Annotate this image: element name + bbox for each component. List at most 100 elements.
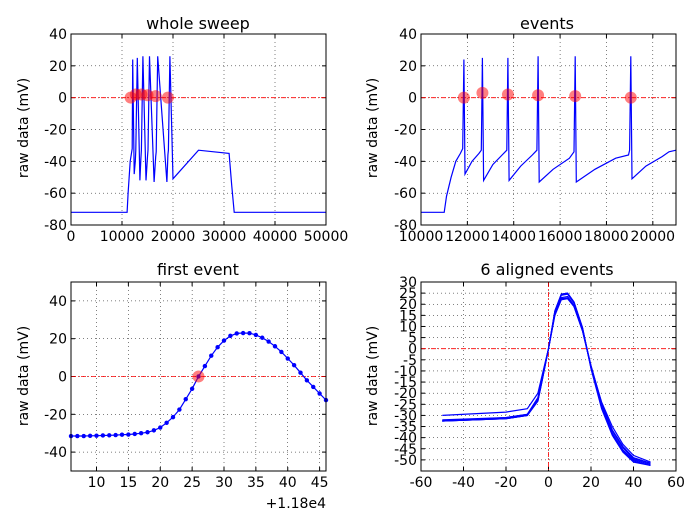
y-tick-label: -80 xyxy=(394,218,417,234)
x-tick-label: 18000 xyxy=(584,229,629,245)
y-tick-label: -20 xyxy=(394,123,417,139)
data-point xyxy=(209,353,214,358)
data-point xyxy=(107,433,112,438)
panel-title: first event xyxy=(157,260,239,279)
x-tick-label: 20000 xyxy=(151,229,196,245)
y-tick-label: 25 xyxy=(399,286,417,302)
data-point xyxy=(113,432,118,438)
event-marker xyxy=(457,91,470,104)
data-point xyxy=(75,433,80,439)
data-point xyxy=(240,330,246,336)
y-tick-label: 20 xyxy=(399,297,417,313)
y-tick-label: -30 xyxy=(394,408,417,424)
y-tick-label: -40 xyxy=(44,154,67,170)
x-tick-label: 40000 xyxy=(253,229,298,245)
data-point xyxy=(94,433,99,438)
data-point xyxy=(145,430,150,435)
y-tick-label: 40 xyxy=(49,294,67,310)
y-tick-label: -45 xyxy=(394,442,417,458)
y-tick-label: 0 xyxy=(408,91,417,107)
y-tick-label: -35 xyxy=(394,420,417,436)
x-tick-label: 10000 xyxy=(100,229,145,245)
y-tick-label: -60 xyxy=(44,186,67,202)
event-marker xyxy=(501,88,514,101)
x-tick-label: -40 xyxy=(452,475,475,491)
y-tick-label: -80 xyxy=(44,218,67,234)
event-marker xyxy=(569,90,582,103)
x-tick-label: 10000 xyxy=(399,229,444,245)
y-axis-label: raw data (mV) xyxy=(16,78,32,178)
data-point xyxy=(298,370,303,375)
data-point xyxy=(100,433,106,438)
data-point xyxy=(304,378,310,383)
data-point xyxy=(170,414,176,420)
data-point xyxy=(260,335,265,340)
x-tick-label: -60 xyxy=(410,475,433,491)
data-point xyxy=(164,420,169,426)
y-tick-label: -20 xyxy=(394,386,417,402)
y-axis-label: raw data (mV) xyxy=(365,326,381,426)
data-point xyxy=(266,339,271,344)
y-tick-label: -20 xyxy=(44,407,67,423)
data-point xyxy=(189,386,195,391)
panel-title: events xyxy=(520,14,574,33)
plot-layer: 0 10000 20000 30000 40000 50000 -80 -60 -40 -20 0 2… xyxy=(44,27,348,245)
series-line xyxy=(421,56,677,213)
x-tick-label: 10 xyxy=(88,475,106,491)
x-tick-label: 25 xyxy=(183,475,201,491)
x-tick-label: 40 xyxy=(279,475,297,491)
y-tick-label: 15 xyxy=(399,308,417,324)
y-tick-label: 20 xyxy=(49,332,67,348)
data-point xyxy=(279,349,284,355)
y-tick-label: -40 xyxy=(394,154,417,170)
data-point xyxy=(202,363,208,369)
data-point xyxy=(221,338,227,343)
plot-frame xyxy=(420,33,677,226)
x-tick-label: 16000 xyxy=(538,229,583,245)
data-point xyxy=(81,433,86,439)
panel-whole-sweep: whole sweep raw data (mV) 0 10000 20000 300… xyxy=(16,14,348,245)
data-point xyxy=(132,431,137,437)
x-tick-label: 0 xyxy=(67,229,76,245)
data-point xyxy=(253,332,259,338)
y-axis-label: raw data (mV) xyxy=(365,78,381,178)
data-point xyxy=(119,432,125,437)
data-point xyxy=(215,345,220,350)
x-tick-label: 20000 xyxy=(631,229,676,245)
data-point xyxy=(285,356,290,361)
event-marker xyxy=(476,86,489,99)
y-tick-label: -40 xyxy=(44,445,67,461)
x-tick-label: 30000 xyxy=(202,229,247,245)
panel-title: whole sweep xyxy=(146,14,250,33)
y-tick-label: -5 xyxy=(403,353,417,369)
series-line xyxy=(71,56,326,213)
series-line xyxy=(71,332,327,437)
panel-title: 6 aligned events xyxy=(480,260,613,279)
data-point xyxy=(317,391,322,396)
data-point xyxy=(183,396,188,402)
y-tick-label: -20 xyxy=(44,123,67,139)
x-tick-label: 12000 xyxy=(445,229,490,245)
panel-events: events raw data (mV) 10000 12000 14000 1600… xyxy=(365,14,677,245)
y-tick-label: 40 xyxy=(49,27,67,43)
data-point xyxy=(234,331,239,336)
plot-frame xyxy=(70,33,327,226)
y-tick-label: 30 xyxy=(399,275,417,291)
data-point xyxy=(87,433,93,439)
x-tick-label: 40 xyxy=(625,475,643,491)
event-marker xyxy=(161,91,174,104)
y-tick-label: 40 xyxy=(399,27,417,43)
x-tick-label: 20 xyxy=(151,475,169,491)
y-tick-label: 10 xyxy=(399,319,417,335)
data-point xyxy=(177,407,182,412)
x-tick-label: 14000 xyxy=(491,229,536,245)
y-tick-label: -15 xyxy=(394,375,417,391)
x-tick-label: -20 xyxy=(495,475,518,491)
y-tick-label: 0 xyxy=(58,91,67,107)
event-marker xyxy=(624,91,637,104)
plot-layer: 10 15 20 25 30 35 40 45 -40 -20 0 20 40 xyxy=(44,282,329,491)
x-offset-label: +1.18e4 xyxy=(266,496,327,512)
series-line xyxy=(442,292,651,466)
y-axis-label: raw data (mV) xyxy=(16,326,32,426)
